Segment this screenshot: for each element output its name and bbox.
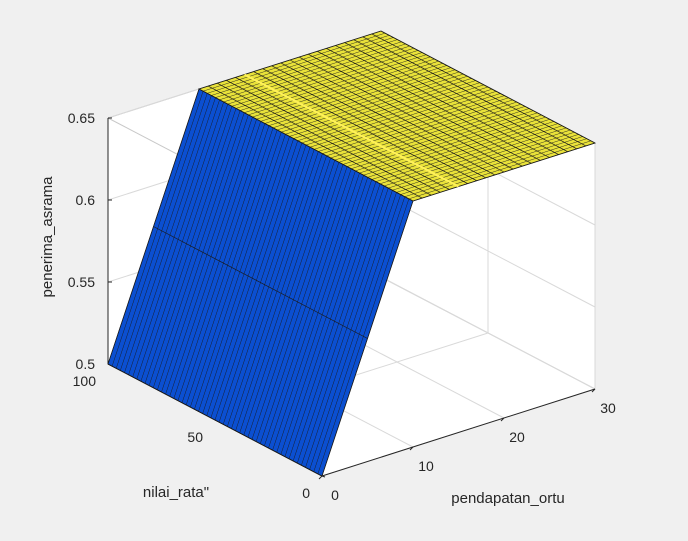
x-tick-mark bbox=[500, 417, 505, 422]
surface-mesh-line bbox=[253, 71, 468, 184]
surface-mesh-line bbox=[362, 36, 577, 150]
surface-mesh-line bbox=[353, 39, 568, 153]
x-tick-mark bbox=[591, 388, 596, 393]
surface-mesh-line bbox=[298, 56, 514, 170]
surface-mesh-line bbox=[198, 88, 414, 202]
y-axis-label: nilai_rata" bbox=[143, 484, 209, 501]
surface-mesh-line bbox=[207, 85, 423, 199]
grid-line-z bbox=[380, 276, 596, 390]
surface-mesh-line bbox=[226, 79, 441, 193]
surface-mesh-line bbox=[371, 33, 587, 147]
surface-mesh-line bbox=[308, 53, 523, 167]
z-tick-label: 0.6 bbox=[76, 192, 96, 208]
x-tick-label: 0 bbox=[331, 487, 339, 503]
x-axis-line bbox=[321, 388, 596, 477]
x-tick-mark bbox=[409, 446, 414, 451]
surface-mesh-line bbox=[217, 82, 432, 196]
surface-highlight-line bbox=[244, 73, 459, 188]
x-axis-label: pendapatan_ortu bbox=[451, 490, 564, 507]
surface-mesh-line bbox=[271, 65, 486, 179]
surface-mesh-line bbox=[326, 48, 541, 161]
x-tick-mark bbox=[318, 475, 323, 480]
y-tick-label: 50 bbox=[187, 429, 203, 445]
surface-mesh-line bbox=[335, 45, 550, 158]
surface-mesh-line bbox=[262, 68, 477, 182]
y-tick-label: 0 bbox=[302, 485, 310, 501]
surface-mesh-line bbox=[380, 30, 596, 144]
x-tick-label: 10 bbox=[418, 458, 434, 474]
x-tick-label: 30 bbox=[600, 400, 616, 416]
surface-mesh-line bbox=[317, 50, 532, 164]
y-tick-label: 100 bbox=[73, 373, 97, 389]
z-tick-label: 0.5 bbox=[76, 356, 96, 372]
x-tick-label: 20 bbox=[509, 429, 525, 445]
surface-mesh-line bbox=[280, 62, 496, 176]
surface-mesh-line bbox=[153, 226, 368, 339]
y-tick-mark bbox=[321, 475, 326, 478]
z-tick-label: 0.55 bbox=[68, 274, 95, 290]
surface-mesh-line bbox=[235, 77, 450, 190]
surface-mesh-line bbox=[289, 59, 505, 173]
surface-mesh-line bbox=[344, 42, 559, 155]
z-axis-label: penerima_asrama bbox=[39, 176, 56, 298]
grid-line-z bbox=[380, 194, 596, 308]
surface bbox=[107, 30, 597, 477]
surface-mesh-line bbox=[107, 363, 323, 477]
z-tick-label: 0.65 bbox=[68, 110, 95, 126]
